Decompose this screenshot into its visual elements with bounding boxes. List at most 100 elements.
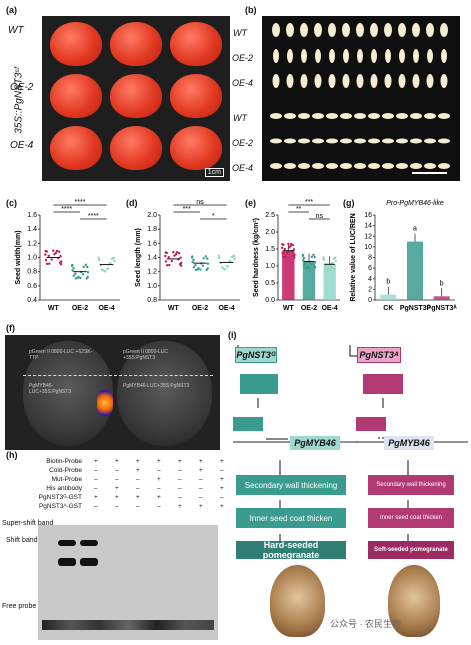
data-point bbox=[310, 262, 313, 266]
tomato-image bbox=[170, 126, 222, 170]
data-point bbox=[86, 265, 89, 269]
data-point bbox=[217, 256, 221, 259]
panel-label-a: (a) bbox=[6, 5, 17, 15]
data-point bbox=[71, 263, 74, 267]
seed-row-side-2 bbox=[270, 138, 450, 144]
data-point bbox=[292, 248, 296, 251]
seed-row-oe2-2: OE-2 bbox=[232, 138, 254, 148]
significance-label: ns bbox=[196, 199, 204, 206]
emsa-cell: – bbox=[220, 494, 224, 501]
data-point bbox=[45, 250, 49, 253]
data-point bbox=[313, 260, 317, 264]
y-tick-label: 0.6 bbox=[27, 283, 37, 290]
super-shift-label: Super-shift band bbox=[2, 520, 54, 527]
data-point bbox=[164, 254, 167, 258]
data-point bbox=[97, 256, 100, 259]
x-tick-label: WT bbox=[48, 305, 60, 312]
emsa-cell: – bbox=[115, 467, 119, 474]
x-tick-label: WT bbox=[168, 305, 180, 312]
significance-label: *** bbox=[305, 199, 313, 206]
panel-label-b: (b) bbox=[245, 5, 257, 15]
panel-label-c: (c) bbox=[6, 198, 17, 208]
data-point bbox=[57, 250, 61, 253]
emsa-row-label: Biotin-Probe bbox=[46, 458, 82, 465]
super-shift-band-2 bbox=[80, 540, 98, 546]
emsa-cell: – bbox=[136, 485, 140, 492]
emsa-cell: + bbox=[115, 485, 119, 492]
x-tick-label: PgNST3ᴬ bbox=[427, 304, 458, 312]
data-point bbox=[168, 263, 171, 267]
significance-label: *** bbox=[183, 206, 191, 213]
data-point bbox=[285, 251, 289, 255]
x-tick-label: OE-4 bbox=[321, 305, 337, 312]
emsa-cell: + bbox=[199, 467, 203, 474]
data-point bbox=[302, 259, 305, 262]
data-point bbox=[172, 250, 175, 254]
x-tick-label: WT bbox=[283, 305, 295, 312]
y-tick-label: 8 bbox=[368, 255, 372, 262]
data-point bbox=[303, 264, 306, 267]
data-point bbox=[302, 257, 306, 260]
luciferase-imaging-panel: pGreen II 0800-LUC +62SK-TTP PgMYB46-LUC… bbox=[5, 335, 220, 450]
tomato-image bbox=[170, 74, 222, 118]
data-point bbox=[112, 256, 115, 260]
bar bbox=[323, 264, 336, 300]
x-tick-label: OE-4 bbox=[218, 305, 234, 312]
data-point bbox=[47, 254, 50, 258]
data-point bbox=[46, 262, 49, 266]
panel-label-f: (f) bbox=[6, 323, 15, 333]
data-point bbox=[206, 262, 210, 265]
emsa-cell: – bbox=[115, 503, 119, 510]
data-point bbox=[326, 269, 330, 273]
data-point bbox=[44, 253, 47, 256]
protein-a-block bbox=[363, 374, 403, 394]
shift-band-1 bbox=[58, 558, 76, 566]
emsa-cell: + bbox=[220, 503, 224, 510]
left-step-2: Inner seed coat thicken bbox=[236, 508, 346, 528]
data-point bbox=[194, 268, 198, 272]
data-point bbox=[192, 258, 195, 261]
data-point bbox=[199, 268, 202, 271]
emsa-cell: – bbox=[136, 503, 140, 510]
data-point bbox=[50, 258, 53, 261]
data-point bbox=[192, 266, 196, 269]
tomato-image bbox=[50, 126, 102, 170]
leaf-left-label-top: pGreen II 0800-LUC +62SK-TTP bbox=[29, 349, 93, 361]
y-tick-label: 1.0 bbox=[27, 255, 37, 262]
y-axis-label: Relative value of LUC/REN bbox=[350, 213, 357, 301]
bound-complex-a bbox=[356, 417, 386, 431]
emsa-cell: + bbox=[199, 503, 203, 510]
data-point bbox=[196, 268, 199, 271]
chart-row-svg: 0.4 0.6 0.8 1.0 1.2 1.4 1.6 Seed width(mm) WT OE-… bbox=[15, 199, 458, 312]
tomato-image bbox=[170, 22, 222, 66]
construct-label: 35S::PgNST3ˢᶠ bbox=[13, 67, 25, 134]
bar bbox=[282, 250, 295, 300]
emsa-cell: – bbox=[94, 485, 98, 492]
emsa-cell: – bbox=[157, 503, 161, 510]
y-tick-label: 16 bbox=[364, 212, 372, 219]
soft-seed-photo bbox=[388, 565, 440, 637]
data-point bbox=[72, 267, 75, 270]
tomato-image bbox=[110, 74, 162, 118]
tomato-image bbox=[50, 22, 102, 66]
data-point bbox=[52, 249, 55, 252]
x-tick-label: OE-2 bbox=[301, 305, 317, 312]
y-tick-label: 0.8 bbox=[27, 269, 37, 276]
significance-label: * bbox=[212, 213, 215, 220]
data-point bbox=[59, 263, 63, 266]
data-point bbox=[164, 260, 168, 263]
tomato-image bbox=[50, 74, 102, 118]
data-point bbox=[223, 268, 226, 271]
emsa-cell: – bbox=[178, 494, 182, 501]
data-point bbox=[167, 256, 170, 259]
panel-label-d: (d) bbox=[126, 198, 138, 208]
data-point bbox=[313, 265, 317, 269]
data-point bbox=[44, 258, 48, 262]
emsa-cell: – bbox=[157, 467, 161, 474]
data-point bbox=[310, 255, 314, 259]
data-point bbox=[308, 266, 311, 270]
emsa-cell: + bbox=[94, 458, 98, 465]
emsa-cell: + bbox=[220, 476, 224, 483]
data-point bbox=[333, 256, 337, 259]
data-point bbox=[301, 253, 305, 257]
